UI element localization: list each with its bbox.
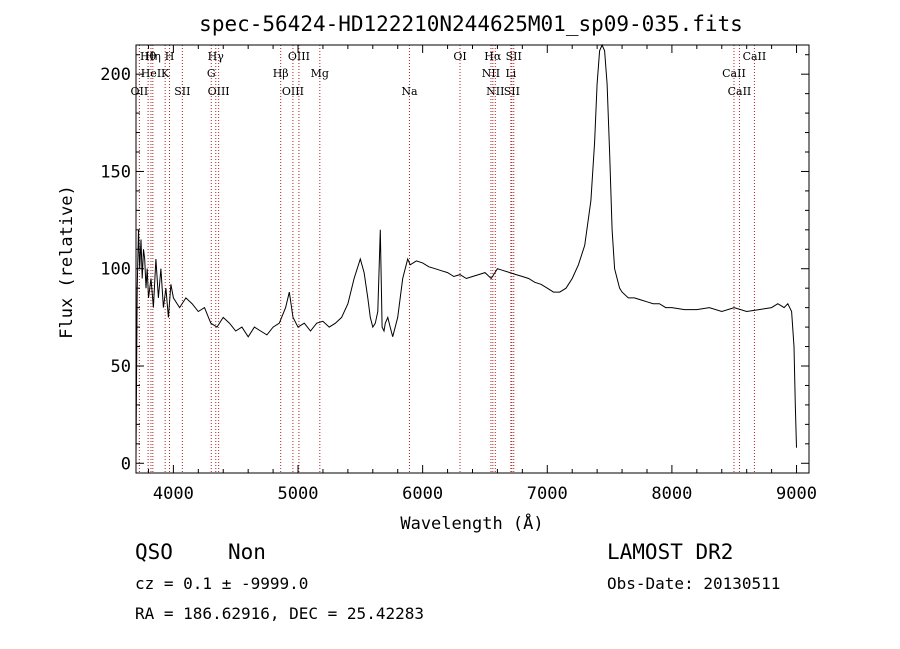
observation-date: Obs-Date: 20130511 [607, 574, 780, 593]
emission-line-label: NII [486, 85, 504, 98]
emission-line-label: Hθ [140, 50, 157, 63]
emission-line-label: SII [506, 50, 522, 63]
object-class: QSO [135, 540, 173, 564]
plot-frame [135, 44, 810, 474]
object-subclass: Non [228, 540, 266, 564]
emission-line-label: Hγ [208, 50, 225, 63]
flux-series-line [135, 43, 797, 458]
emission-line-label: OI [453, 50, 466, 63]
emission-line-label: OIII [282, 85, 304, 98]
emission-line-label: SII [504, 85, 520, 98]
emission-line-label: CaII [722, 67, 746, 80]
y-tick-label: 100 [100, 260, 131, 280]
x-tick-label: 7000 [527, 484, 568, 504]
x-axis-label: Wavelength (Å) [400, 512, 543, 534]
emission-line-label: OIII [208, 85, 230, 98]
chart-title: spec-56424-HD122210N244625M01_sp09-035.f… [199, 12, 743, 36]
emission-line-label: G [207, 67, 216, 80]
emission-line-label: SII [174, 85, 190, 98]
emission-line-label: CaII [728, 85, 752, 98]
emission-line-markers [138, 45, 755, 473]
emission-line-label: Hα [484, 50, 502, 63]
emission-line-label: Mg [311, 67, 329, 80]
x-tick-label: 4000 [153, 484, 194, 504]
coordinates-readout: RA = 186.62916, DEC = 25.42283 [135, 604, 424, 623]
x-tick-label: 9000 [776, 484, 817, 504]
emission-line-label: OII [131, 85, 149, 98]
redshift-readout: cz = 0.1 ± -9999.0 [135, 574, 308, 593]
emission-line-label: Hβ [273, 67, 289, 80]
y-axis-label: Flux (relative) [57, 185, 77, 339]
x-tick-label: 6000 [402, 484, 443, 504]
emission-line-label: Li [505, 67, 516, 80]
emission-line-label: K [161, 67, 170, 80]
y-tick-label: 150 [100, 162, 131, 182]
emission-line-label: H [165, 50, 175, 63]
emission-line-label: OIII [288, 50, 310, 63]
emission-line-label: HeI [141, 67, 161, 80]
emission-line-label: CaII [743, 50, 767, 63]
y-tick-label: 0 [121, 454, 131, 474]
survey-name: LAMOST DR2 [607, 540, 733, 564]
emission-line-label: Na [401, 85, 418, 98]
x-tick-label: 5000 [278, 484, 319, 504]
y-tick-label: 50 [111, 357, 131, 377]
y-axis-ticks: 0 50 100 150 200 [100, 54, 809, 474]
x-tick-label: 8000 [651, 484, 692, 504]
y-tick-label: 200 [100, 65, 131, 85]
x-axis-ticks: 4000 5000 6000 7000 8000 9000 [147, 45, 817, 504]
emission-line-label: Hη [145, 50, 161, 63]
emission-line-labels: HθHeIOIIHηKSIIHGOIIIHγHβOIIIOIIIMgNaOINI… [131, 50, 767, 98]
emission-line-label: NII [482, 67, 500, 80]
